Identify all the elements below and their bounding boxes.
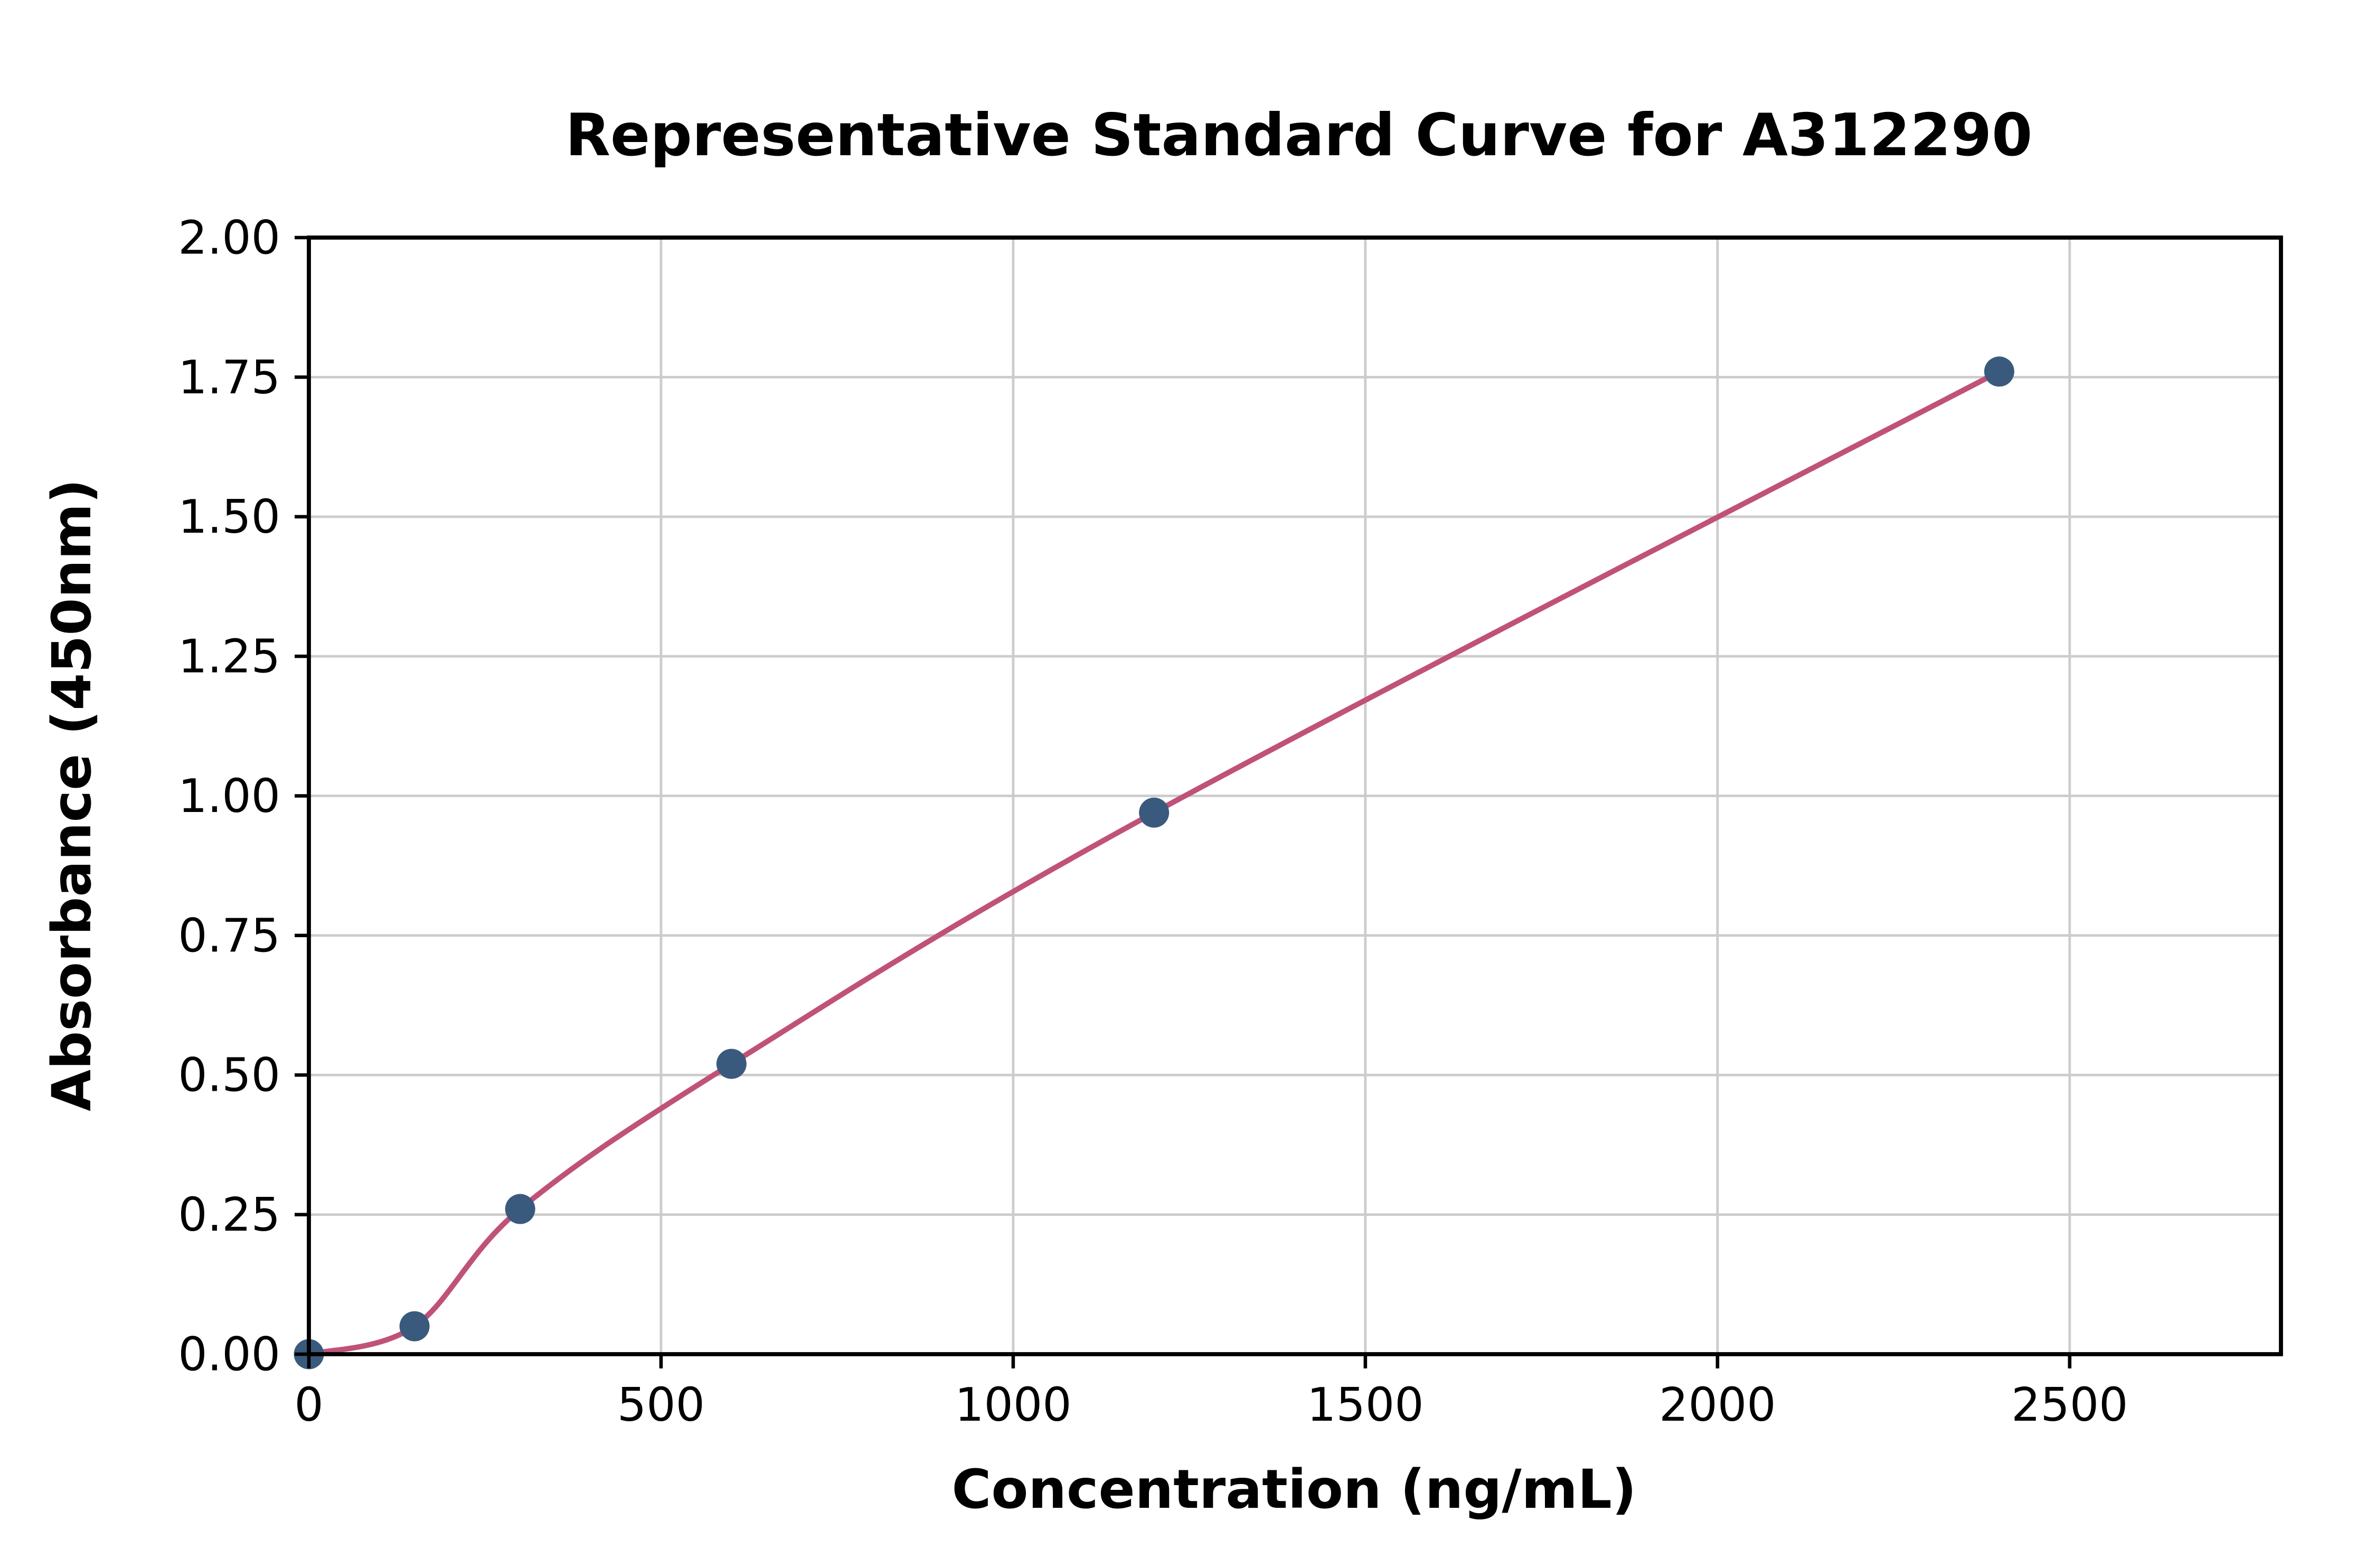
data-point xyxy=(1984,356,2014,387)
x-tick-label: 0 xyxy=(294,1378,323,1432)
y-tick-label: 1.75 xyxy=(178,351,280,404)
x-tick-label: 1500 xyxy=(1307,1378,1423,1432)
y-tick-label: 1.25 xyxy=(178,630,280,684)
y-tick-label: 2.00 xyxy=(178,211,280,265)
y-tick-label: 1.00 xyxy=(178,769,280,823)
data-point xyxy=(505,1194,535,1224)
y-tick-label: 1.50 xyxy=(178,490,280,544)
x-axis-label: Concentration (ng/mL) xyxy=(951,1458,1636,1521)
y-tick-label: 0.50 xyxy=(178,1049,280,1102)
chart-title: Representative Standard Curve for A31229… xyxy=(565,101,2033,169)
y-tick-label: 0.75 xyxy=(178,909,280,962)
x-tick-label: 2500 xyxy=(2011,1378,2128,1432)
plot-series xyxy=(294,356,2014,1369)
x-tick-label: 500 xyxy=(617,1378,705,1432)
gridlines xyxy=(307,236,2281,1356)
y-tick-label: 0.00 xyxy=(178,1327,280,1381)
axis-ticks: 0 500 1000 1500 2000 2500 0.00 0.25 0.50 0.75 1.00… xyxy=(178,211,2128,1432)
data-point xyxy=(399,1311,430,1342)
data-point xyxy=(1139,797,1170,828)
x-tick-label: 2000 xyxy=(1659,1378,1776,1432)
x-tick-label: 1000 xyxy=(955,1378,1071,1432)
y-tick-label: 0.25 xyxy=(178,1188,280,1242)
fit-curve xyxy=(306,369,2002,1357)
data-point xyxy=(716,1049,747,1079)
y-axis-label: Absorbance (450nm) xyxy=(41,479,103,1111)
